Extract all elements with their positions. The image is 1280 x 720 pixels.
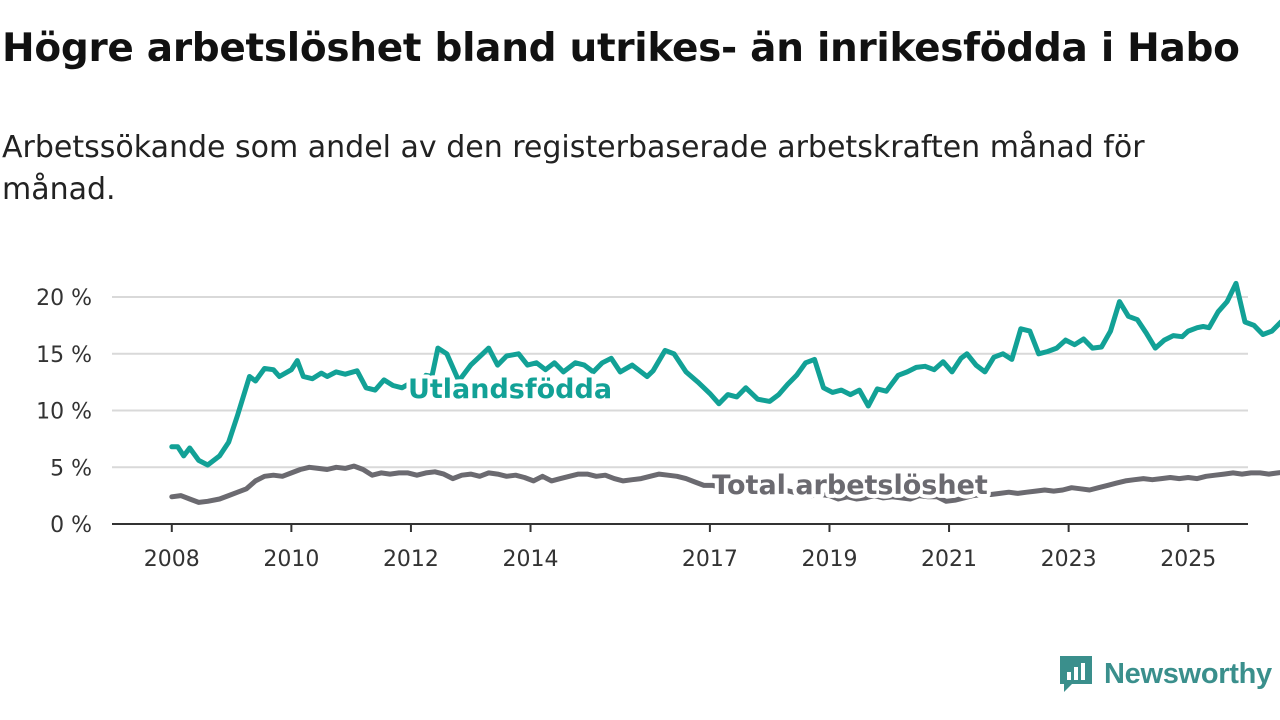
- x-tick-label: 2010: [263, 547, 319, 572]
- y-axis-ticks: 0 % 5 % 10 % 15 % 20 %: [36, 286, 92, 538]
- series-line-total: [169, 463, 1280, 505]
- x-tick-label: 2025: [1160, 547, 1216, 572]
- y-tick-label: 10 %: [36, 400, 92, 425]
- y-tick-label: 15 %: [36, 343, 92, 368]
- brand-name: Newsworthy: [1104, 657, 1272, 690]
- line-chart: 0 %5 %10 %15 %20 % 2008 2010 2012 2014 2017 2…: [36, 280, 1280, 572]
- y-tick-label: 20 %: [36, 286, 92, 311]
- y-tick-label: 5 %: [50, 456, 92, 481]
- series-label-utlandsfodda: Utlandsfödda: [408, 374, 612, 405]
- series-label-total: Total arbetslöshet: [712, 470, 988, 501]
- newsworthy-logo-icon: [1060, 656, 1092, 692]
- x-tick-label: 2019: [801, 547, 857, 572]
- x-tick-label: 2017: [682, 547, 738, 572]
- x-tick-label: 2023: [1041, 547, 1097, 572]
- gridlines: [112, 296, 1248, 525]
- x-axis-ticks: 2008 2010 2012 2014 2017 2019 2021 2023 2025: [144, 524, 1216, 572]
- newsworthy-logo: Newsworthy: [1058, 652, 1272, 696]
- y-tick-label: 0 %: [50, 513, 92, 538]
- x-tick-label: 2021: [921, 547, 977, 572]
- chart-title: Högre arbetslöshet bland utrikes- än inr…: [2, 26, 1240, 71]
- chart-subtitle: Arbetssökande som andel av den registerb…: [2, 130, 1145, 207]
- x-tick-label: 2012: [383, 547, 439, 572]
- series-lines: [169, 280, 1280, 505]
- x-tick-label: 2014: [503, 547, 559, 572]
- series-line-utlandsfodda: [169, 280, 1280, 468]
- x-tick-label: 2008: [144, 547, 200, 572]
